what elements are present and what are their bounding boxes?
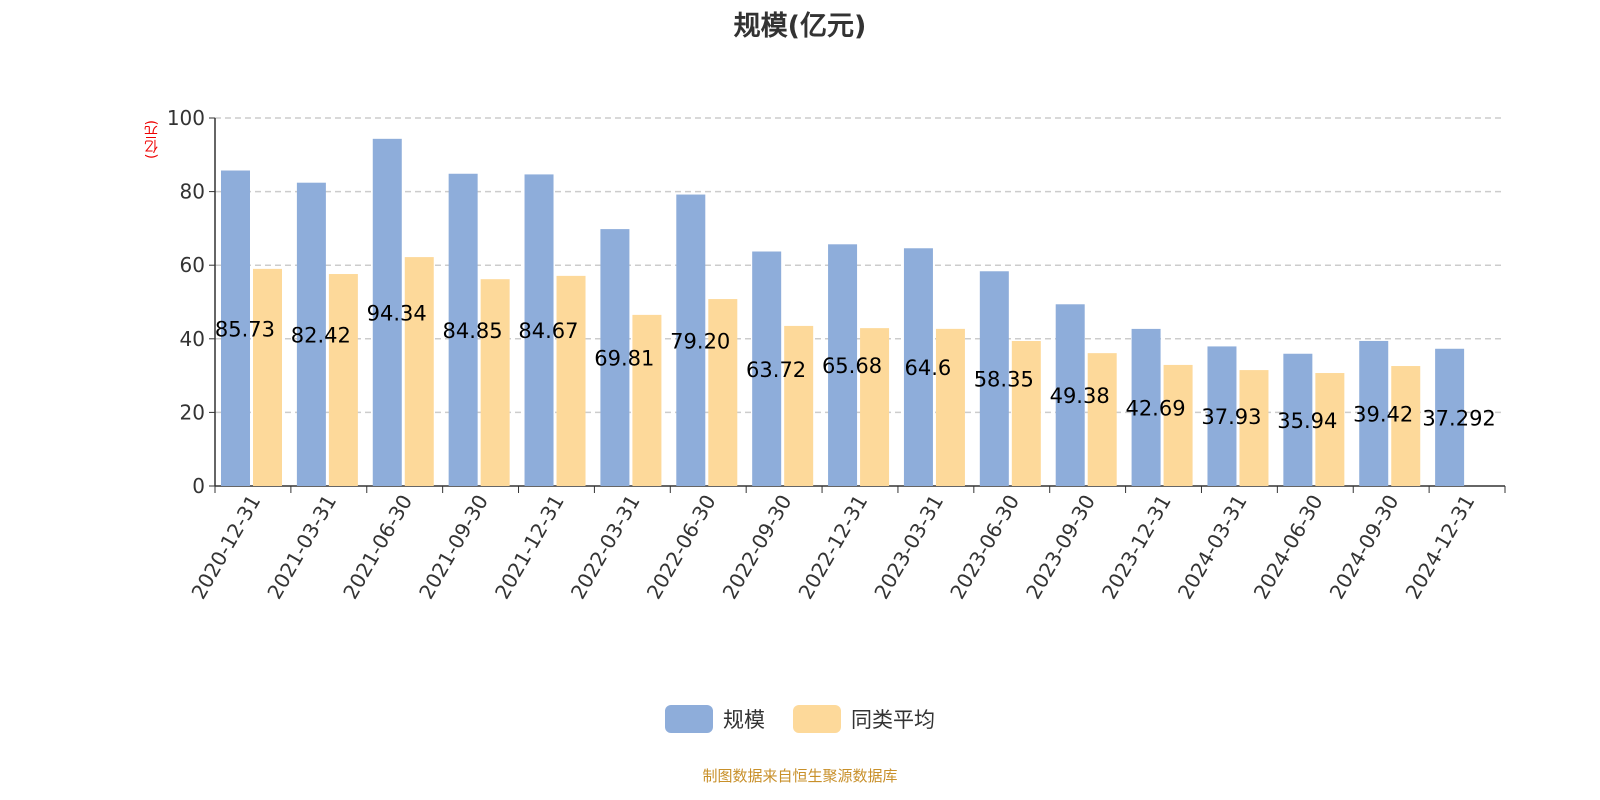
data-label: 37.292	[1422, 406, 1495, 430]
data-label: 85.73	[215, 317, 275, 341]
legend-item-scale[interactable]: 规模	[665, 704, 765, 734]
bar-scale	[676, 194, 706, 486]
chart-title: 规模(亿元)	[733, 11, 867, 42]
x-tick-label: 2021-03-31	[262, 491, 341, 604]
x-tick-label: 2023-09-30	[1021, 491, 1100, 604]
bar-average	[860, 328, 890, 486]
x-tick-label: 2022-03-31	[566, 491, 645, 604]
bar-average	[708, 299, 738, 486]
source-footer: 制图数据来自恒生聚源数据库	[702, 767, 898, 785]
x-tick-label: 2024-06-30	[1249, 491, 1328, 604]
bar-scale	[600, 229, 630, 487]
data-label: 94.34	[367, 301, 427, 325]
bar-average	[328, 274, 358, 486]
x-tick-label: 2024-12-31	[1400, 491, 1479, 604]
x-tick-label: 2021-06-30	[338, 491, 417, 604]
legend-label: 规模	[723, 708, 765, 732]
data-label: 84.85	[443, 319, 503, 343]
x-tick-label: 2023-12-31	[1097, 491, 1176, 604]
x-tick-label: 2022-12-31	[793, 491, 872, 604]
bar-average	[1315, 373, 1345, 486]
bar-average	[1011, 341, 1041, 486]
x-tick-label: 2021-12-31	[490, 491, 569, 604]
legend-swatch	[665, 705, 713, 733]
data-label: 37.93	[1201, 405, 1261, 429]
bar-average	[1087, 353, 1117, 486]
bar-scale	[372, 138, 402, 486]
bar-scale	[752, 251, 782, 486]
y-tick-label: 60	[180, 253, 205, 277]
x-tick-label: 2021-09-30	[414, 491, 493, 604]
data-label: 35.94	[1277, 409, 1337, 433]
y-tick-label: 40	[180, 327, 205, 351]
data-label: 58.35	[974, 368, 1034, 392]
bar-scale	[1055, 304, 1085, 486]
bar-average	[253, 268, 282, 486]
bar-average	[784, 325, 814, 486]
bar-average	[404, 257, 434, 486]
data-label: 84.67	[518, 319, 578, 343]
bar-average	[480, 279, 510, 486]
bar-average	[1163, 364, 1193, 486]
bar-scale	[1131, 328, 1161, 486]
bar-scale	[524, 174, 554, 486]
bar-average	[556, 275, 586, 486]
x-tick-label: 2022-06-30	[642, 491, 721, 604]
data-label: 69.81	[594, 347, 654, 371]
bar-average	[1239, 370, 1269, 486]
bar-scale	[1207, 346, 1237, 486]
data-label: 49.38	[1050, 384, 1110, 408]
x-tick-label: 2020-12-31	[186, 491, 265, 604]
legend: 规模 同类平均	[0, 704, 1600, 734]
bar-average	[632, 314, 662, 486]
x-tick-label: 2022-09-30	[718, 491, 797, 604]
data-label: 63.72	[746, 358, 806, 382]
bar-average	[1391, 366, 1421, 486]
legend-item-average[interactable]: 同类平均	[793, 704, 935, 734]
x-tick-label: 2024-09-30	[1325, 491, 1404, 604]
data-label: 64.6	[904, 356, 951, 380]
data-label: 65.68	[822, 354, 882, 378]
bar-scale	[221, 170, 250, 486]
bar-scale	[979, 271, 1009, 486]
bar-scale	[1283, 353, 1313, 486]
bar-scale	[1359, 340, 1389, 486]
data-label: 39.42	[1353, 402, 1413, 426]
y-tick-label: 100	[167, 106, 205, 130]
bar-scale	[828, 244, 858, 486]
y-tick-label: 0	[192, 474, 205, 498]
bar-scale	[903, 248, 933, 486]
bar-scale	[448, 173, 478, 486]
bar-scale	[1435, 348, 1465, 486]
legend-label: 同类平均	[851, 708, 935, 732]
data-label: 79.20	[670, 329, 730, 353]
data-label: 82.42	[291, 323, 351, 347]
x-tick-label: 2023-06-30	[945, 490, 1024, 603]
legend-swatch	[793, 705, 841, 733]
y-tick-label: 80	[180, 180, 205, 204]
y-tick-label: 20	[180, 400, 205, 424]
x-tick-label: 2023-03-31	[869, 491, 948, 604]
bar-average	[935, 328, 965, 486]
bar-scale	[296, 182, 326, 486]
data-label: 42.69	[1125, 396, 1185, 420]
x-tick-label: 2024-03-31	[1173, 491, 1252, 604]
